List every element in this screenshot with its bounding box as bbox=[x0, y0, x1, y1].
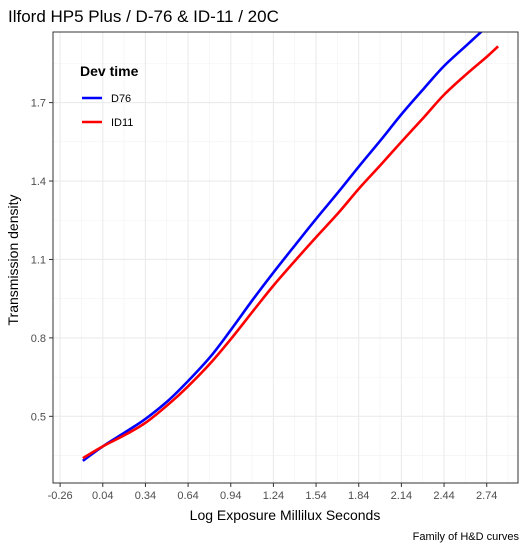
legend-label-d76: D76 bbox=[111, 93, 131, 105]
y-tick-label: 1.4 bbox=[31, 176, 46, 188]
legend-label-id11: ID11 bbox=[111, 117, 133, 129]
y-tick-label: 0.5 bbox=[31, 411, 46, 423]
series-line-id11 bbox=[82, 45, 499, 460]
major-gridlines bbox=[53, 32, 518, 483]
legend: Dev time D76 ID11 bbox=[80, 63, 139, 129]
minor-gridlines bbox=[53, 32, 518, 483]
y-axis-title: Transmission density bbox=[5, 195, 21, 326]
x-tick-label: 0.94 bbox=[220, 490, 241, 502]
y-tick-label: 1.7 bbox=[31, 98, 46, 110]
x-tick-label: 1.54 bbox=[305, 490, 326, 502]
x-tick-label: 1.84 bbox=[348, 490, 369, 502]
y-tick-label: 0.8 bbox=[31, 333, 46, 345]
plot-border bbox=[52, 31, 519, 484]
x-axis: -0.26 0.04 0.34 0.64 0.94 1.24 1.54 1.84 2.14 2.4… bbox=[48, 483, 497, 502]
series-layer bbox=[82, 32, 499, 462]
x-tick-label: 2.14 bbox=[391, 490, 412, 502]
x-tick-label: 1.24 bbox=[263, 490, 284, 502]
chart-caption: Family of H&D curves bbox=[413, 531, 520, 543]
chart-title: Ilford HP5 Plus / D-76 & ID-11 / 20C bbox=[8, 7, 279, 26]
x-tick-label: 0.34 bbox=[135, 490, 156, 502]
x-tick-label: 0.64 bbox=[177, 490, 198, 502]
y-axis: 0.5 0.8 1.1 1.4 1.7 bbox=[31, 98, 53, 423]
x-axis-title: Log Exposure Millilux Seconds bbox=[190, 507, 381, 523]
x-tick-label: 0.04 bbox=[92, 490, 113, 502]
x-tick-label: 2.74 bbox=[476, 490, 497, 502]
series-line-d76 bbox=[82, 32, 483, 462]
legend-title: Dev time bbox=[80, 63, 139, 79]
x-tick-label: 2.44 bbox=[433, 490, 454, 502]
x-tick-label: -0.26 bbox=[48, 490, 73, 502]
y-tick-label: 1.1 bbox=[31, 254, 46, 266]
